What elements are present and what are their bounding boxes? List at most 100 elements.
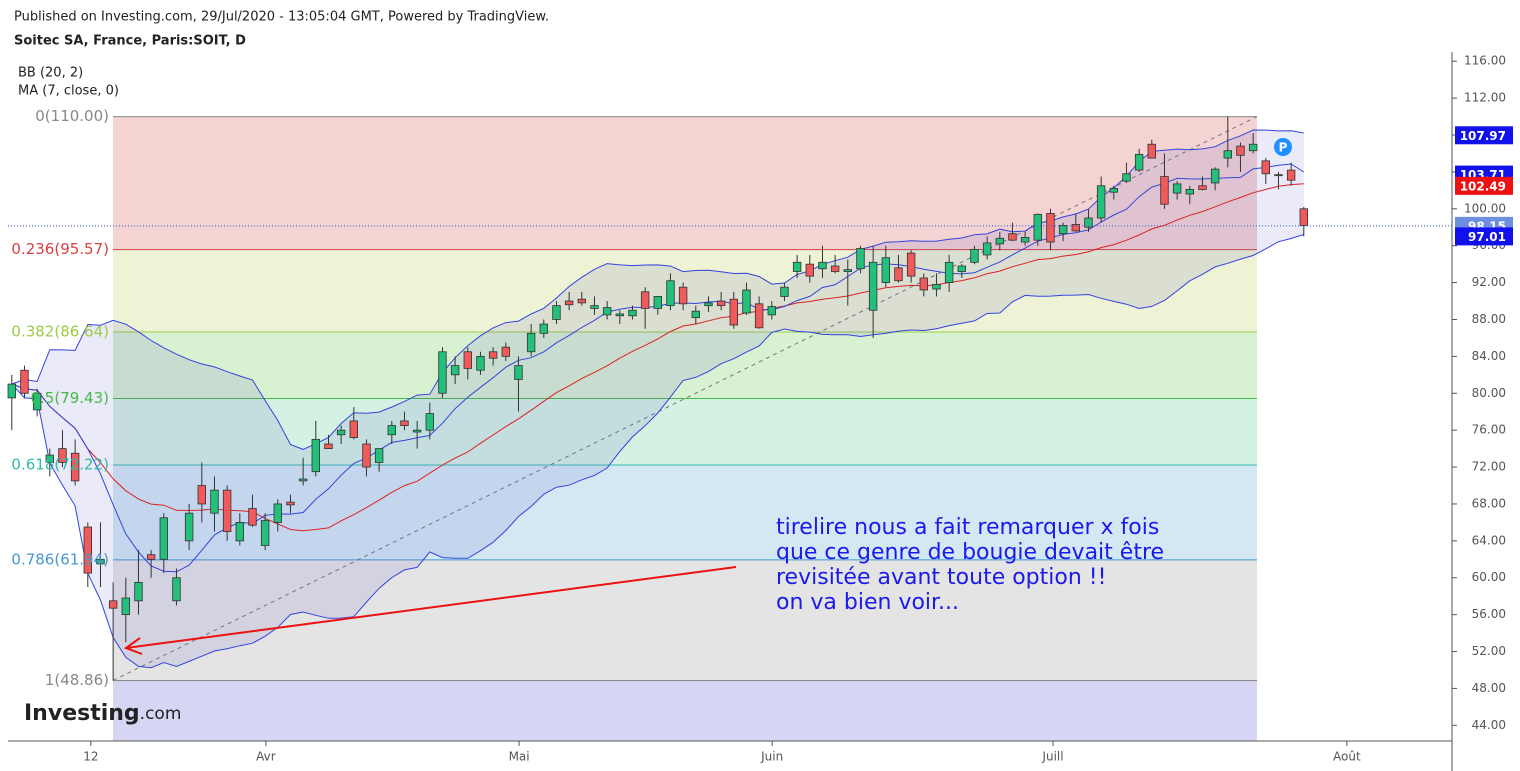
candle [58,430,67,468]
y-tick-label: 48.00 [1472,681,1506,695]
x-tick-label: Juin [760,750,783,764]
candle-body [70,452,80,482]
candle-body [1008,233,1017,241]
candle-body [1058,225,1068,235]
candle [476,351,485,375]
candle-body [222,489,232,533]
candle [108,582,118,681]
candle-body [1236,145,1245,156]
candle-body [1223,150,1232,159]
price-label-box [1455,126,1513,145]
candle [539,319,548,338]
candle [1109,185,1118,200]
bb-lower [11,234,1304,669]
candle [336,425,346,445]
candle [691,305,700,325]
candle-body [577,298,586,304]
x-tick-label: Juill [1041,750,1063,764]
y-tick-label: 100.00 [1464,201,1506,215]
candle-body [1299,208,1308,226]
candle-body [526,332,536,353]
candle [729,291,738,329]
y-tick-label: 60.00 [1472,570,1506,584]
candle [830,254,840,274]
p-marker [1274,138,1292,156]
y-tick-label: 92.00 [1472,275,1506,289]
candle-body [653,296,662,309]
candle-body [944,261,954,283]
y-tick-label: 52.00 [1472,644,1506,658]
candle-body [387,425,396,436]
candle-body [400,420,409,426]
candle-body [666,280,675,307]
candle-body [691,310,700,319]
fib-label: 0(110.00) [35,107,109,125]
candle-body [780,286,789,297]
candle [894,254,903,283]
candle-body [615,313,624,317]
candle [754,296,764,329]
candle [32,388,42,417]
candle-body [1274,174,1283,177]
candle-body [311,438,320,473]
candle [944,254,954,292]
candle-body [514,365,523,380]
candle-body [210,489,219,514]
candle-body [45,454,54,463]
y-tick-label: 112.00 [1464,91,1506,105]
candle [45,448,54,477]
candle [577,291,586,306]
candle-body [134,581,143,602]
candle-body [235,522,244,542]
candle-body [1185,189,1194,195]
candle [792,254,802,278]
y-tick-label: 44.00 [1472,718,1506,732]
candle-body [1046,213,1055,243]
candle-body [197,485,206,505]
candle [526,324,536,357]
candle [1084,208,1093,232]
annotation: tirelire nous a fait remarquer x fois [776,515,1159,540]
candle [70,439,80,486]
candle-body [450,365,460,376]
candle [146,550,156,578]
candle-body [412,429,422,433]
candle-body [159,517,168,560]
candle [412,420,422,449]
candle-body [476,355,485,371]
candle-body [995,237,1004,245]
candle [1008,222,1017,242]
fib-label: 1(48.86) [45,671,109,689]
candle-body [957,265,966,272]
fib-label: 0.5(79.43) [30,389,109,407]
candle-body [843,269,852,272]
y-tick-label: 80.00 [1472,386,1506,400]
candle [298,457,308,486]
candle [805,254,814,283]
candle-body [324,443,333,450]
candle [640,287,650,329]
candle [362,439,371,477]
candle-body [818,261,827,270]
candle-body [96,558,105,565]
candle [463,347,472,380]
candle [1134,148,1144,172]
candle [1210,167,1220,191]
candle-body [1248,143,1258,152]
y-tick-label: 64.00 [1472,533,1506,547]
candle [742,282,751,315]
candle-body [438,351,447,394]
candle [1020,231,1030,246]
fib-label: 0.786(61.94) [11,550,109,568]
price-label: 107.97 [1460,129,1506,143]
candle-body [1033,213,1042,241]
candle [438,347,447,398]
candle-body [146,554,156,560]
candle-body [1210,168,1220,184]
candle [286,494,295,514]
candle [514,356,523,412]
candle [83,522,92,587]
logo-suffix: .com [140,704,182,724]
y-tick-label: 76.00 [1472,423,1506,437]
